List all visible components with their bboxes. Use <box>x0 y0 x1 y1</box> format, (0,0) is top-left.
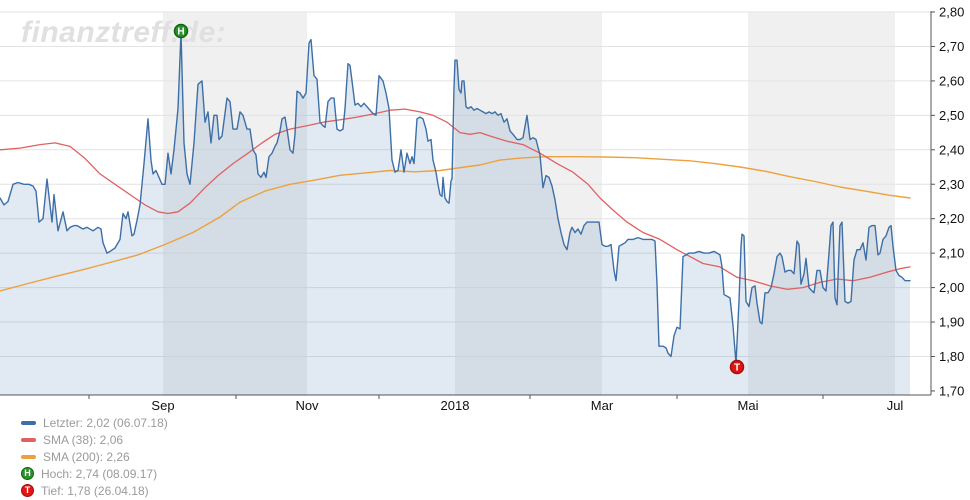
high-marker-icon <box>173 23 189 39</box>
y-axis-label: 2,40 <box>939 142 964 157</box>
high-badge-icon: H <box>21 467 34 480</box>
y-axis-label: 2,00 <box>939 280 964 295</box>
legend-label-sma38: SMA (38): 2,06 <box>43 432 124 447</box>
sma200-line-swatch-icon <box>21 454 36 459</box>
month-stripe <box>163 12 307 395</box>
y-axis-label: 2,30 <box>939 177 964 192</box>
y-axis-label: 2,10 <box>939 246 964 261</box>
low-marker-letter: T <box>734 363 740 374</box>
month-stripe <box>748 12 895 395</box>
legend-label-letzter: Letzter: 2,02 (06.07.18) <box>43 415 168 430</box>
legend-label-tief: Tief: 1,78 (26.04.18) <box>41 483 149 498</box>
legend-item-sma38: SMA (38): 2,06 <box>21 431 441 448</box>
legend-item-hoch: H Hoch: 2,74 (08.09.17) <box>21 465 441 482</box>
x-axis-label: Mai <box>738 398 759 413</box>
legend-item-sma200: SMA (200): 2,26 <box>21 448 441 465</box>
chart-legend: Letzter: 2,02 (06.07.18) SMA (38): 2,06 … <box>21 414 441 499</box>
y-axis-label: 1,80 <box>939 349 964 364</box>
month-stripe <box>455 12 602 395</box>
legend-item-letzter: Letzter: 2,02 (06.07.18) <box>21 414 441 431</box>
watermark-text: finanztreff.de: <box>21 16 226 49</box>
low-badge-icon: T <box>21 484 34 497</box>
x-axis-label: Mar <box>591 398 614 413</box>
price-area-fill <box>0 32 910 395</box>
y-axis-label: 1,70 <box>939 383 964 398</box>
legend-label-hoch: Hoch: 2,74 (08.09.17) <box>41 466 158 481</box>
legend-label-sma200: SMA (200): 2,26 <box>43 449 130 464</box>
x-axis-label: 2018 <box>441 398 470 413</box>
letzter-line-swatch-icon <box>21 420 36 425</box>
y-axis-label: 2,60 <box>939 73 964 88</box>
y-axis-label: 1,90 <box>939 315 964 330</box>
low-marker-icon <box>729 359 745 375</box>
price-chart[interactable]: finanztreff.de: 2,80 2,70 2,60 2,50 2,40 2,30 2… <box>0 0 970 414</box>
y-axis-label: 2,80 <box>939 5 964 20</box>
sma38-line-swatch-icon <box>21 437 36 442</box>
y-axis-label: 2,50 <box>939 108 964 123</box>
legend-item-tief: T Tief: 1,78 (26.04.18) <box>21 482 441 499</box>
price-chart-svg[interactable]: finanztreff.de: 2,80 2,70 2,60 2,50 2,40 2,30 2… <box>0 0 970 414</box>
x-axis-label: Jul <box>887 398 904 413</box>
sma200-line <box>0 155 911 292</box>
price-line <box>0 32 911 365</box>
y-axis-label: 2,20 <box>939 211 964 226</box>
high-marker-letter: H <box>177 27 184 38</box>
x-axis-label: Sep <box>151 398 174 413</box>
x-axis-label: Nov <box>295 398 319 413</box>
y-axis-label: 2,70 <box>939 39 964 54</box>
